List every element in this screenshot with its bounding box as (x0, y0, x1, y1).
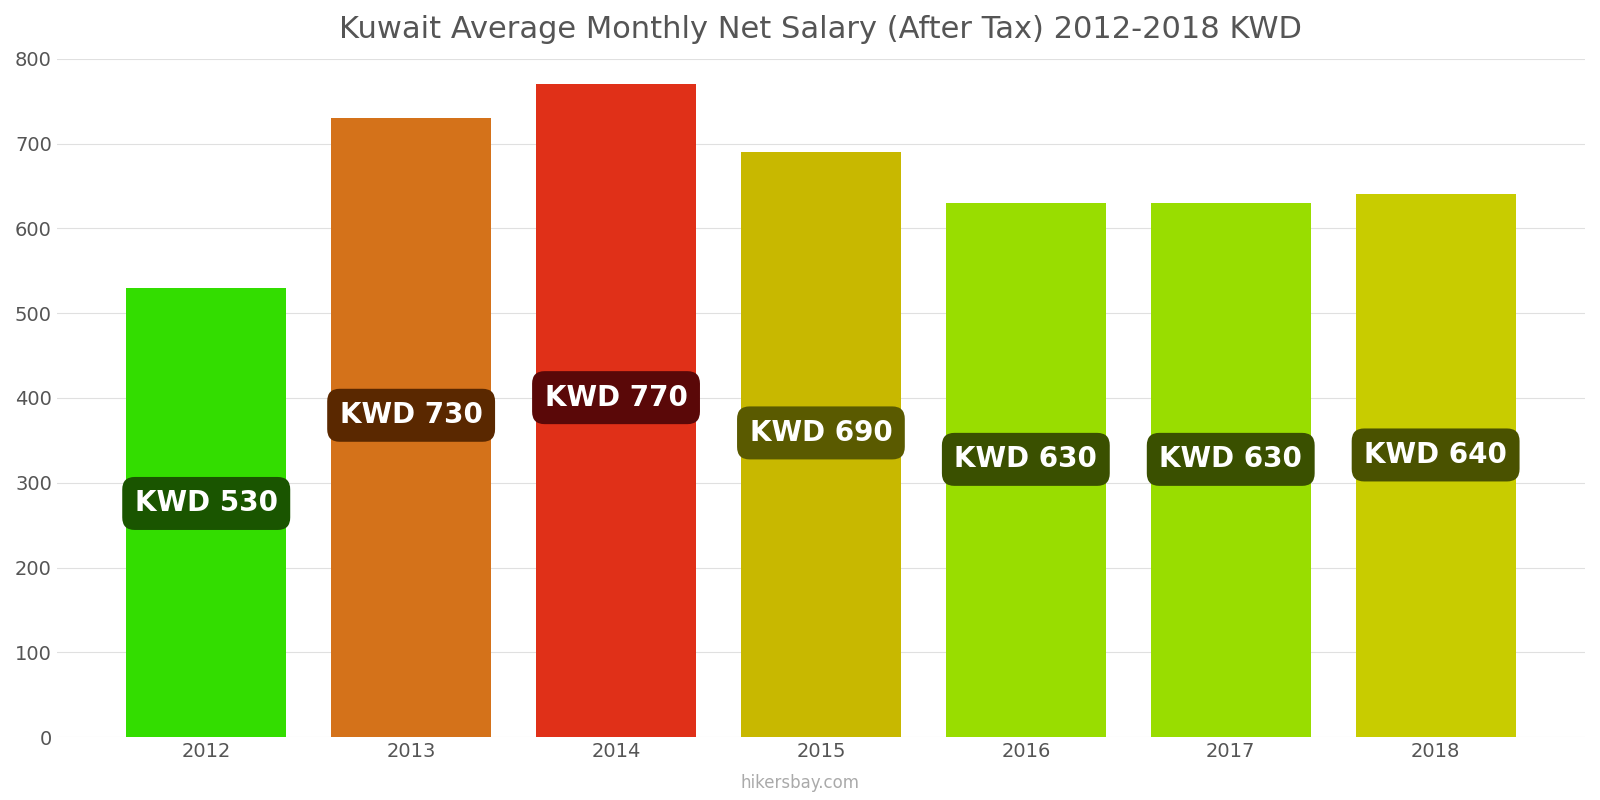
Bar (946, 203, 1106, 737)
Text: KWD 770: KWD 770 (544, 384, 688, 412)
Text: KWD 630: KWD 630 (954, 446, 1098, 474)
Text: hikersbay.com: hikersbay.com (741, 774, 859, 792)
Bar (331, 118, 491, 737)
Text: KWD 730: KWD 730 (339, 402, 483, 430)
Text: KWD 530: KWD 530 (134, 490, 278, 518)
Title: Kuwait Average Monthly Net Salary (After Tax) 2012-2018 KWD: Kuwait Average Monthly Net Salary (After… (339, 15, 1302, 44)
Text: KWD 630: KWD 630 (1160, 446, 1302, 474)
Bar (1355, 194, 1515, 737)
Bar (741, 152, 901, 737)
Bar (536, 84, 696, 737)
Bar (1150, 203, 1310, 737)
Text: KWD 640: KWD 640 (1365, 441, 1507, 469)
Bar (126, 288, 286, 737)
Text: KWD 690: KWD 690 (749, 419, 893, 447)
